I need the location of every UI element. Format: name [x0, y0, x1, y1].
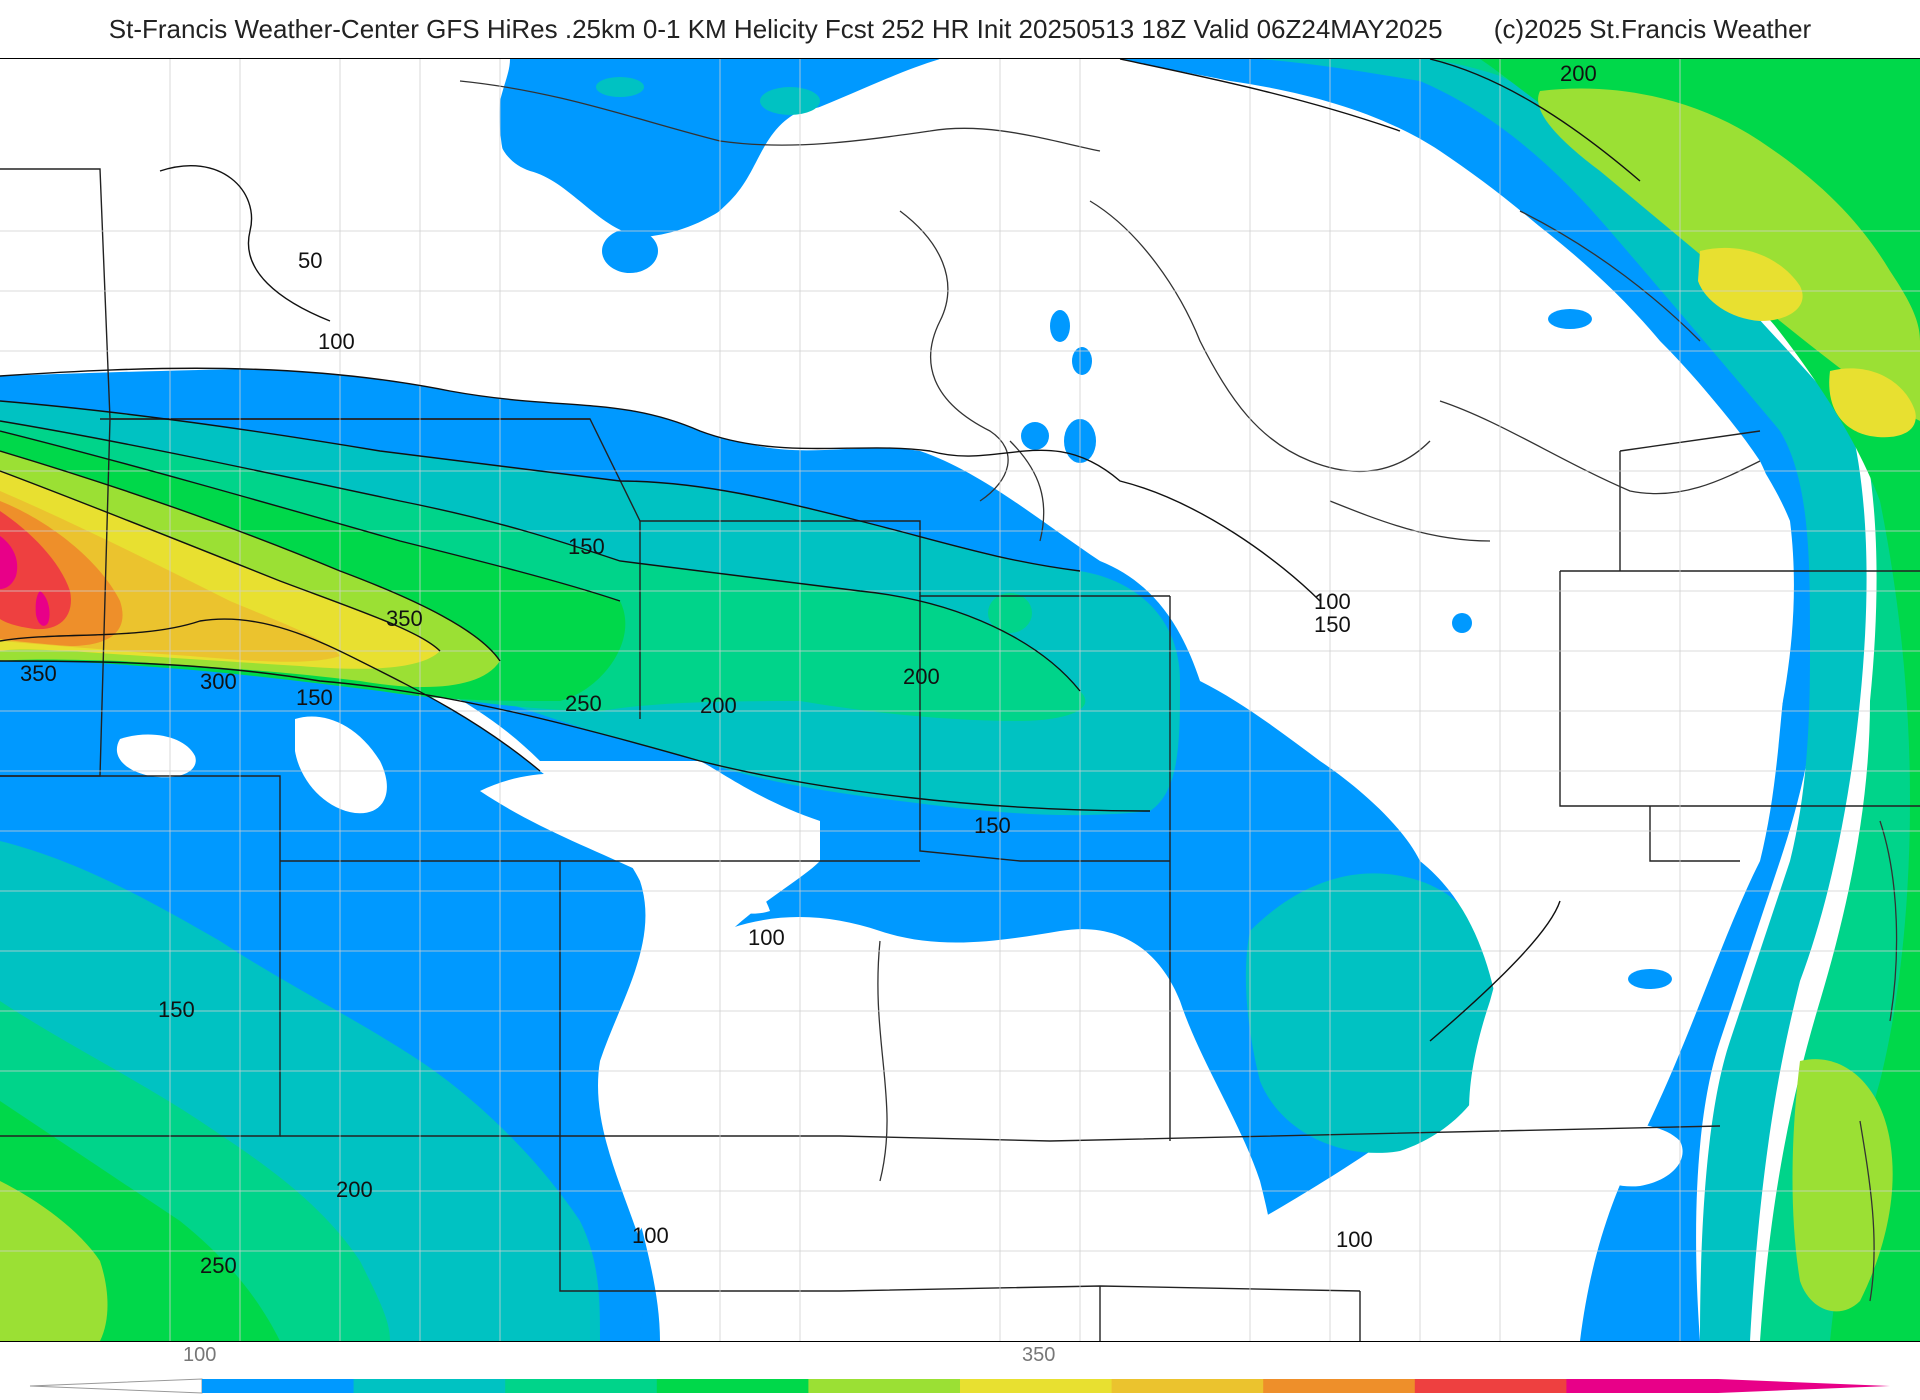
colorbar-labels: 100 350: [0, 1344, 1920, 1372]
low-helicity-hole-east: [1469, 713, 1760, 1171]
contour-label-200-northeast: 200: [1560, 61, 1597, 86]
low-helicity-hole: [295, 716, 387, 814]
low-helicity-hole-coast: [1585, 1124, 1683, 1187]
helicity-150-cell: [760, 87, 820, 115]
helicity-100-cell: [1452, 613, 1472, 633]
contour-label-250-southwest: 250: [200, 1253, 237, 1278]
helicity-100-cell: [1072, 347, 1092, 375]
colorbar-high-arrow: [1718, 1379, 1890, 1393]
state-boundaries: [0, 168, 1920, 1341]
contour-label-150-center: 150: [974, 813, 1011, 838]
contour-label-100-southeast: 100: [1336, 1227, 1373, 1252]
low-helicity-hole: [480, 773, 770, 914]
copyright-text: (c)2025 St.Francis Weather: [1493, 14, 1812, 44]
contour-label-200-southwest: 200: [336, 1177, 373, 1202]
helicity-350-region-east: [1829, 368, 1916, 438]
low-helicity-hole-south: [621, 917, 1275, 1341]
helicity-550-region-peak: [35, 591, 50, 626]
helicity-300-region-southwest: [0, 1181, 108, 1341]
helicity-150-region-east: [1245, 873, 1500, 1153]
contour-label-150-west: 150: [296, 685, 333, 710]
helicity-200-cell: [988, 593, 1032, 633]
colorbar-cell: [1566, 1379, 1719, 1393]
colorbar-low-arrow: [29, 1378, 203, 1394]
helicity-150-cell: [596, 77, 644, 97]
helicity-100-cell: [1628, 969, 1672, 989]
colorbar-cell: [353, 1379, 506, 1393]
low-helicity-hole-north: [0, 59, 1794, 1021]
contour-label-100-southwest: 100: [632, 1223, 669, 1248]
colorbar-label-350: 350: [1022, 1344, 1056, 1366]
title-text: St-Francis Weather-Center GFS HiRes .25k…: [108, 14, 1443, 44]
map-title: St-Francis Weather-Center GFS HiRes .25k…: [0, 14, 1920, 54]
colorbar-cell: [1111, 1379, 1264, 1393]
contour-label-100-south: 100: [748, 925, 785, 950]
colorbar: [29, 1378, 1890, 1394]
helicity-contour-lines: [0, 59, 1641, 1042]
colorbar-cell: [202, 1379, 355, 1393]
helicity-100-cell: [1050, 310, 1070, 342]
helicity-200-cell: [840, 669, 1080, 713]
helicity-100-cell: [1021, 422, 1049, 450]
helicity-550-region: [0, 536, 18, 589]
colorbar-cell: [656, 1379, 809, 1393]
helicity-300-region-southeast: [1792, 1059, 1893, 1312]
contour-label-300: 300: [200, 669, 237, 694]
colorbar-cell: [1263, 1379, 1416, 1393]
contour-label-200-east: 200: [903, 664, 940, 689]
contour-label-350: 350: [386, 606, 423, 631]
contour-label-150-lake: 150: [1314, 612, 1351, 637]
low-helicity-hole: [116, 734, 196, 778]
contour-label-200: 200: [700, 693, 737, 718]
contour-label-350-west: 350: [20, 661, 57, 686]
helicity-200-cell: [812, 607, 888, 635]
contour-label-250: 250: [565, 691, 602, 716]
helicity-350-region-northeast: [1698, 247, 1803, 321]
contour-label-100-lake: 100: [1314, 589, 1351, 614]
colorbar-label-100: 100: [183, 1344, 217, 1366]
helicity-100-cell: [1548, 309, 1592, 329]
colorbar-cells: [202, 1379, 1719, 1393]
colorbar-cell: [808, 1379, 961, 1393]
colorbar-cell: [505, 1379, 658, 1393]
map-frame: 50 100 150 350 350 300 150 250 200 200 1…: [0, 58, 1920, 1342]
colorbar-cell: [960, 1379, 1113, 1393]
contour-label-150: 150: [568, 534, 605, 559]
contour-label-150-southwest: 150: [158, 997, 195, 1022]
helicity-500-region: [0, 511, 71, 630]
contour-label-100: 100: [318, 329, 355, 354]
helicity-100-cell: [602, 229, 658, 273]
county-grid: [0, 59, 1920, 1341]
helicity-map: 50 100 150 350 350 300 150 250 200 200 1…: [0, 59, 1920, 1341]
colorbar-cell: [1414, 1379, 1567, 1393]
contour-label-50: 50: [298, 248, 322, 273]
